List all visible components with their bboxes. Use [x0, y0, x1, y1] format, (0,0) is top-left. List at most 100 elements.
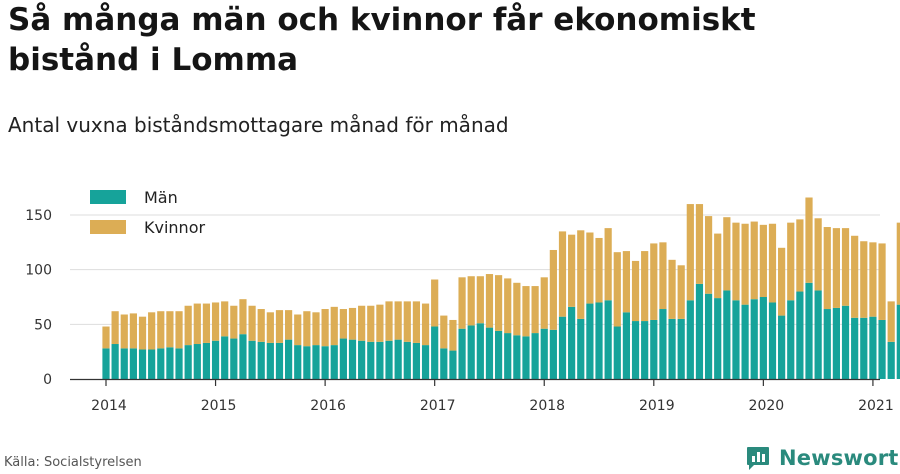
bar-women	[723, 217, 731, 291]
bar-men	[221, 336, 229, 379]
bar-women	[184, 305, 192, 346]
bar-women	[303, 311, 311, 347]
bar-women	[148, 312, 156, 350]
x-tick-label: 2014	[91, 398, 127, 414]
bar-men	[157, 348, 165, 379]
bar-men	[303, 346, 311, 379]
bar-women	[768, 223, 777, 303]
bar-men	[412, 342, 421, 379]
bar-women	[732, 222, 740, 301]
bar-women	[604, 228, 612, 301]
bar-men	[796, 291, 804, 379]
bar-women	[166, 311, 174, 348]
bar-men	[358, 340, 366, 379]
bar-women	[823, 227, 831, 310]
bar-men	[421, 345, 430, 379]
bar-men	[458, 328, 466, 379]
legend-item-women: Kvinnor	[90, 216, 205, 238]
bar-men	[257, 341, 265, 379]
bar-women	[695, 204, 704, 284]
bar-women	[421, 303, 430, 346]
bar-men	[704, 293, 713, 379]
bar-women	[741, 223, 749, 305]
bar-men	[869, 316, 877, 379]
legend-swatch-women	[90, 220, 126, 234]
bar-men	[558, 316, 567, 379]
bar-women	[851, 235, 859, 318]
bar-women	[759, 224, 767, 297]
bar-men	[878, 319, 886, 379]
bar-women	[348, 307, 357, 340]
bar-women	[458, 277, 466, 329]
bar-women	[230, 305, 238, 339]
bar-men	[285, 339, 293, 379]
bar-women	[394, 301, 402, 340]
y-axis-labels: 0 50 100 150	[25, 208, 52, 388]
bar-women	[577, 230, 585, 319]
bar-women	[120, 314, 128, 349]
bar-women	[522, 286, 530, 337]
bar-men	[695, 283, 704, 379]
bar-women	[796, 219, 804, 292]
bar-men	[686, 300, 694, 379]
bar-women	[896, 222, 900, 305]
bar-women	[321, 309, 329, 347]
bar-women	[750, 221, 758, 300]
bar-women	[878, 243, 886, 320]
bar-men	[294, 345, 302, 379]
x-tick-label: 2016	[310, 398, 346, 414]
bar-men	[650, 319, 658, 379]
bar-women	[568, 234, 576, 307]
bar-men	[586, 303, 594, 379]
bar-men	[166, 347, 174, 379]
bar-women	[549, 249, 557, 330]
chart-subtitle: Antal vuxna biståndsmottagare månad för …	[8, 113, 509, 137]
bar-women	[531, 286, 539, 334]
source-note: Källa: Socialstyrelsen	[4, 455, 142, 470]
bar-men	[494, 330, 503, 379]
bar-women	[677, 265, 685, 319]
bar-men	[275, 342, 284, 379]
bar-men	[138, 349, 147, 379]
bar-women	[494, 275, 503, 331]
bar-men	[193, 344, 201, 379]
bar-men	[485, 327, 494, 379]
y-tick-label: 100	[25, 263, 52, 279]
bar-women	[860, 241, 868, 318]
bar-men	[732, 300, 740, 379]
bar-men	[376, 341, 384, 379]
bar-women	[202, 303, 211, 343]
bar-women	[449, 319, 457, 351]
bar-women	[641, 251, 649, 322]
bar-men	[577, 318, 585, 379]
bar-women	[330, 306, 338, 346]
y-tick-label: 150	[25, 208, 52, 224]
bar-women	[385, 301, 393, 341]
bar-women	[111, 311, 119, 345]
bar-women	[650, 243, 658, 320]
x-tick-label: 2018	[529, 398, 565, 414]
bar-men	[768, 302, 777, 379]
brand-logo-block[interactable]: Newsworthy	[745, 443, 900, 473]
bar-women	[431, 279, 439, 327]
legend-label-men: Män	[144, 187, 178, 207]
bar-men	[522, 336, 530, 379]
bar-men	[549, 329, 557, 379]
bar-men	[321, 346, 329, 379]
bar-men	[759, 297, 767, 379]
bar-women	[157, 311, 165, 349]
bar-women	[814, 218, 822, 291]
legend: Män Kvinnor	[90, 186, 205, 246]
bar-women	[558, 231, 567, 317]
bar-women	[778, 247, 786, 316]
bar-men	[860, 317, 868, 379]
bar-women	[613, 252, 621, 327]
bar-women	[805, 197, 813, 283]
bar-men	[385, 340, 393, 379]
bar-women	[376, 304, 384, 342]
bar-women	[221, 301, 229, 337]
bar-women	[887, 301, 895, 342]
x-tick-label: 2020	[749, 398, 785, 414]
bar-women	[403, 301, 411, 342]
bar-men	[631, 321, 640, 379]
